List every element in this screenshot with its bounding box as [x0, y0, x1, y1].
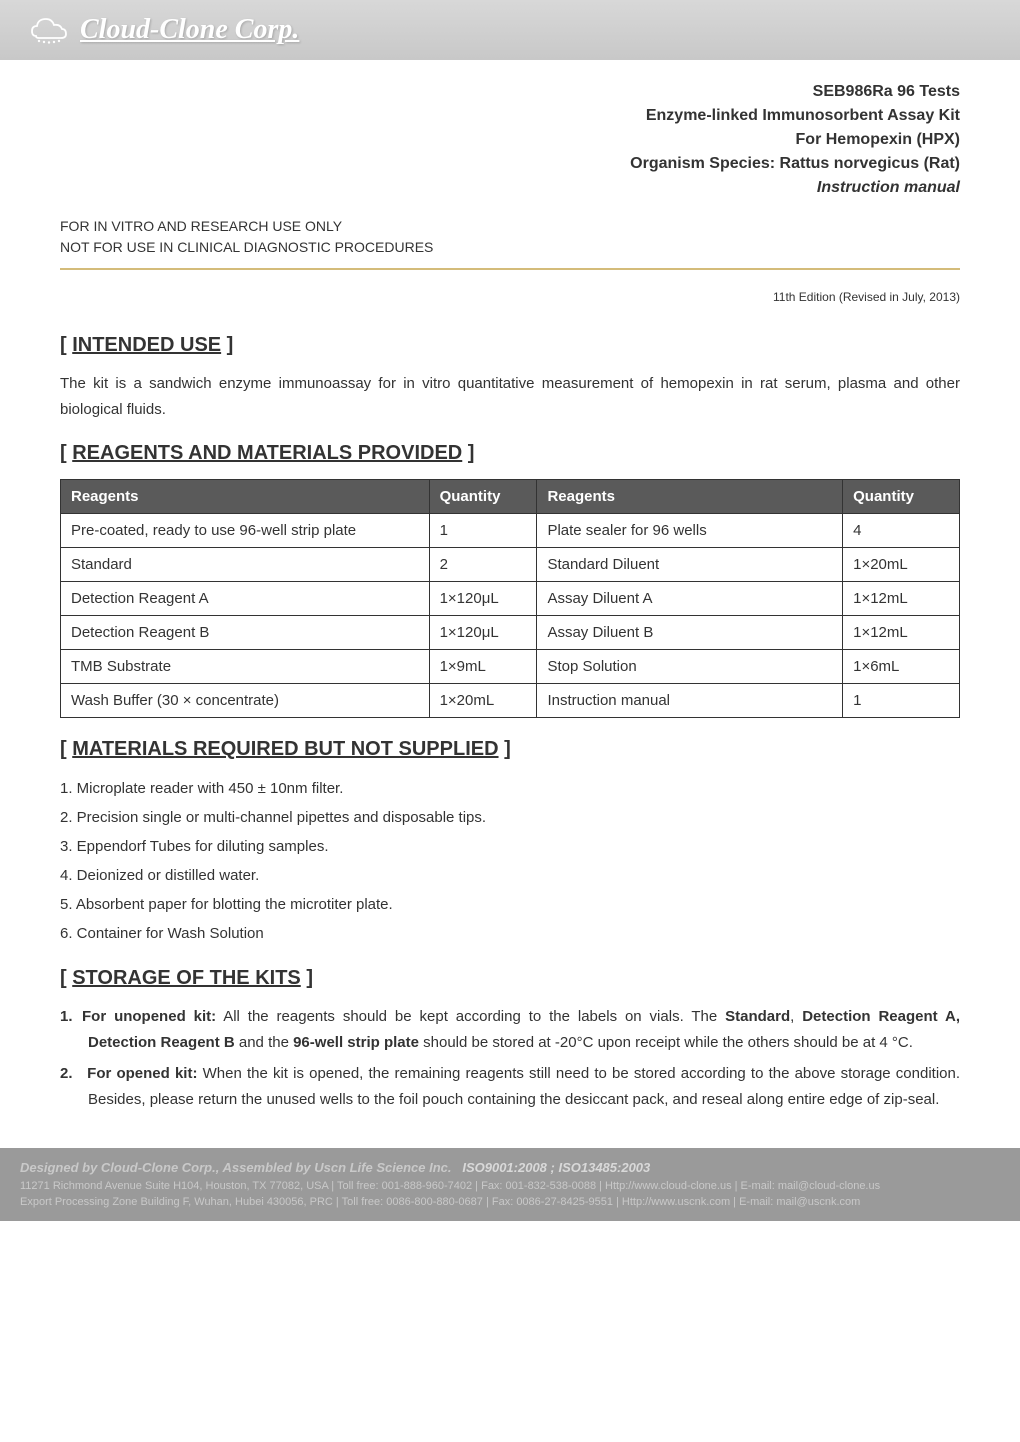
restriction-line-2: NOT FOR USE IN CLINICAL DIAGNOSTIC PROCE… — [60, 237, 960, 258]
table-row: TMB Substrate1×9mLStop Solution1×6mL — [61, 650, 960, 684]
table-cell: Stop Solution — [537, 650, 843, 684]
heading-text-storage: STORAGE OF THE KITS — [72, 967, 301, 989]
restriction-line-1: FOR IN VITRO AND RESEARCH USE ONLY — [60, 216, 960, 237]
table-cell: 1 — [429, 514, 537, 548]
storage-item-lead: For unopened kit: — [82, 1008, 216, 1025]
footer-designed-by: Designed by Cloud-Clone Corp., Assembled… — [20, 1160, 452, 1175]
th-quantity-1: Quantity — [429, 480, 537, 514]
table-row: Wash Buffer (30 × concentrate)1×20mLInst… — [61, 684, 960, 718]
company-name: Cloud-Clone Corp. — [80, 14, 299, 46]
table-cell: 1×120μL — [429, 616, 537, 650]
footer-line-1: Designed by Cloud-Clone Corp., Assembled… — [20, 1158, 1000, 1178]
table-header-row: Reagents Quantity Reagents Quantity — [61, 480, 960, 514]
footer-iso: ISO9001:2008 ; ISO13485:2003 — [462, 1160, 650, 1175]
list-item: 5. Absorbent paper for blotting the micr… — [60, 891, 960, 918]
table-cell: TMB Substrate — [61, 650, 430, 684]
table-cell: 1×120μL — [429, 582, 537, 616]
footer-address-usa: 11271 Richmond Avenue Suite H104, Housto… — [20, 1178, 1000, 1195]
heading-text-reagents: REAGENTS AND MATERIALS PROVIDED — [72, 442, 462, 464]
table-cell: 1×20mL — [429, 684, 537, 718]
table-cell: Wash Buffer (30 × concentrate) — [61, 684, 430, 718]
table-cell: 1×12mL — [843, 616, 960, 650]
section-heading-storage: [ STORAGE OF THE KITS ] — [60, 967, 960, 990]
product-species: Organism Species: Rattus norvegicus (Rat… — [60, 152, 960, 176]
list-item: 1.For unopened kit: All the reagents sho… — [60, 1004, 960, 1055]
table-cell: Detection Reagent A — [61, 582, 430, 616]
intended-use-body: The kit is a sandwich enzyme immunoassay… — [60, 371, 960, 422]
list-item: 2. For opened kit: When the kit is opene… — [60, 1061, 960, 1112]
table-row: Standard2Standard Diluent1×20mL — [61, 548, 960, 582]
page-footer: Designed by Cloud-Clone Corp., Assembled… — [0, 1148, 1020, 1221]
table-cell: Plate sealer for 96 wells — [537, 514, 843, 548]
storage-item-number: 2. — [60, 1061, 82, 1087]
table-row: Detection Reagent B1×120μLAssay Diluent … — [61, 616, 960, 650]
storage-bold: 96-well strip plate — [293, 1034, 419, 1051]
table-cell: Detection Reagent B — [61, 616, 430, 650]
logo-wrap: Cloud-Clone Corp. — [30, 14, 299, 46]
table-cell: Standard Diluent — [537, 548, 843, 582]
instruction-manual-label: Instruction manual — [60, 176, 960, 200]
table-cell: 1×6mL — [843, 650, 960, 684]
table-cell: 4 — [843, 514, 960, 548]
list-item: 2. Precision single or multi-channel pip… — [60, 804, 960, 831]
section-heading-reagents: [ REAGENTS AND MATERIALS PROVIDED ] — [60, 442, 960, 465]
table-cell: 1×9mL — [429, 650, 537, 684]
cloud-logo-icon — [30, 14, 70, 46]
th-quantity-2: Quantity — [843, 480, 960, 514]
table-row: Pre-coated, ready to use 96-well strip p… — [61, 514, 960, 548]
list-item: 6. Container for Wash Solution — [60, 920, 960, 947]
product-code: SEB986Ra 96 Tests — [60, 80, 960, 104]
table-cell: Assay Diluent B — [537, 616, 843, 650]
storage-bold: Detection Reagent A, Detection Reagent B — [88, 1008, 960, 1051]
list-item: 1. Microplate reader with 450 ± 10nm fil… — [60, 775, 960, 802]
storage-item-number: 1. — [60, 1004, 82, 1030]
product-for: For Hemopexin (HPX) — [60, 128, 960, 152]
page-content: SEB986Ra 96 Tests Enzyme-linked Immunoso… — [0, 60, 1020, 1148]
table-cell: Assay Diluent A — [537, 582, 843, 616]
list-item: 4. Deionized or distilled water. — [60, 862, 960, 889]
th-reagents-2: Reagents — [537, 480, 843, 514]
heading-text-materials: MATERIALS REQUIRED BUT NOT SUPPLIED — [72, 738, 498, 760]
heading-text-intended-use: INTENDED USE — [72, 334, 221, 356]
table-cell: Standard — [61, 548, 430, 582]
table-row: Detection Reagent A1×120μLAssay Diluent … — [61, 582, 960, 616]
storage-item-lead: For opened kit: — [82, 1065, 197, 1082]
footer-address-prc: Export Processing Zone Building F, Wuhan… — [20, 1194, 1000, 1211]
table-cell: Instruction manual — [537, 684, 843, 718]
list-item: 3. Eppendorf Tubes for diluting samples. — [60, 833, 960, 860]
th-reagents-1: Reagents — [61, 480, 430, 514]
table-cell: Pre-coated, ready to use 96-well strip p… — [61, 514, 430, 548]
section-heading-materials-required: [ MATERIALS REQUIRED BUT NOT SUPPLIED ] — [60, 738, 960, 761]
table-cell: 1×12mL — [843, 582, 960, 616]
storage-list: 1.For unopened kit: All the reagents sho… — [60, 1004, 960, 1112]
reagents-tbody: Pre-coated, ready to use 96-well strip p… — [61, 514, 960, 718]
edition-note: 11th Edition (Revised in July, 2013) — [60, 290, 960, 304]
table-cell: 1 — [843, 684, 960, 718]
materials-list: 1. Microplate reader with 450 ± 10nm fil… — [60, 775, 960, 947]
product-kit-name: Enzyme-linked Immunosorbent Assay Kit — [60, 104, 960, 128]
gold-divider — [60, 268, 960, 270]
section-heading-intended-use: [ INTENDED USE ] — [60, 334, 960, 357]
table-cell: 2 — [429, 548, 537, 582]
use-restriction: FOR IN VITRO AND RESEARCH USE ONLY NOT F… — [60, 216, 960, 258]
reagents-table: Reagents Quantity Reagents Quantity Pre-… — [60, 479, 960, 718]
table-cell: 1×20mL — [843, 548, 960, 582]
product-header: SEB986Ra 96 Tests Enzyme-linked Immunoso… — [60, 80, 960, 200]
company-header-bar: Cloud-Clone Corp. — [0, 0, 1020, 60]
storage-bold: Standard — [725, 1008, 790, 1025]
